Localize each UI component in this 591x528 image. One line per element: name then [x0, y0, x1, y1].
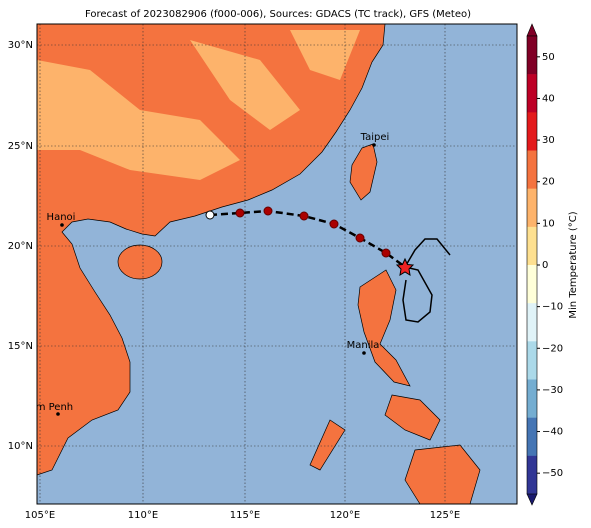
lon-label: 105°E: [25, 510, 55, 521]
grid: [37, 24, 517, 504]
city-dots: [56, 143, 376, 416]
warm-patch: [37, 30, 360, 180]
colorbar-tick-label: 40: [542, 93, 555, 104]
colorbar-band: [527, 455, 537, 495]
colorbar-tick-label: −40: [542, 427, 563, 438]
tc-symbols: [205, 206, 391, 258]
colorbar-tick-label: 0: [542, 260, 548, 271]
lat-label: 15°N: [8, 341, 33, 352]
colorbar-band: [527, 36, 537, 75]
colorbar-tick-label: −10: [542, 302, 563, 313]
colorbar-band: [527, 74, 537, 113]
track-forecast: [404, 238, 451, 268]
colorbar-tick-label: −30: [542, 385, 563, 396]
lon-label: 120°E: [330, 510, 360, 521]
colorbar-tick-label: −20: [542, 343, 563, 354]
luzon: [357, 269, 411, 387]
mindanao: [404, 444, 481, 504]
colorbar-band: [527, 150, 537, 189]
colorbar-tick-label: 30: [542, 135, 555, 146]
colorbar-label: Min Temperature (°C): [568, 211, 579, 318]
lat-label: 25°N: [8, 141, 33, 152]
colorbar-tick-label: 10: [542, 218, 555, 229]
colorbar: 50 40 30 20 10 0 −10 −20 −30 −40 −50: [526, 23, 563, 506]
lat-label: 20°N: [8, 241, 33, 252]
colorbar-band: [527, 341, 537, 380]
lon-label: 125°E: [430, 510, 460, 521]
visayas: [384, 394, 441, 441]
tc-current: [395, 257, 415, 276]
colorbar-band: [527, 265, 537, 304]
colorbar-band: [527, 417, 537, 457]
colorbar-band: [527, 226, 537, 266]
colorbar-tick-label: 50: [542, 52, 555, 63]
track-loop: [402, 266, 433, 323]
colorbar-tick-label: 20: [542, 177, 555, 188]
city-label: Hanoi: [47, 212, 76, 223]
lat-label: 30°N: [8, 40, 33, 51]
city-label: Taipei: [360, 132, 390, 143]
lon-label: 115°E: [230, 510, 260, 521]
colorbar-band: [527, 303, 537, 342]
map-area: Taipei Hanoi Manila Phnom Penh: [11, 24, 517, 504]
map-frame: [36, 23, 518, 505]
colorbar-band: [527, 112, 537, 151]
map-title: Forecast of 2023082906 (f000-006), Sourc…: [85, 9, 471, 20]
colorbar-band: [527, 188, 537, 228]
hainan: [117, 244, 163, 280]
tc-track: [209, 209, 406, 269]
palawan: [309, 419, 346, 471]
lon-label: 110°E: [128, 510, 158, 521]
colorbar-tick-label: −50: [542, 468, 563, 479]
colorbar-band: [527, 379, 537, 418]
city-label: Phnom Penh: [11, 402, 73, 413]
city-label: Manila: [347, 340, 380, 351]
lat-label: 10°N: [8, 441, 33, 452]
taiwan: [349, 143, 378, 201]
